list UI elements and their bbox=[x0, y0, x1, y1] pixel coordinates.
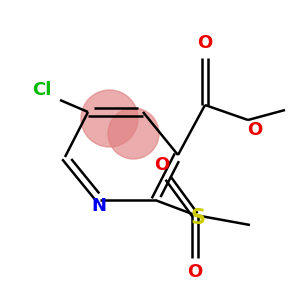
Text: O: O bbox=[188, 263, 202, 281]
Circle shape bbox=[108, 108, 159, 159]
Circle shape bbox=[81, 90, 138, 147]
Text: O: O bbox=[248, 121, 262, 139]
Text: O: O bbox=[154, 156, 169, 174]
Text: Cl: Cl bbox=[32, 81, 52, 99]
Text: N: N bbox=[91, 197, 106, 215]
Text: O: O bbox=[197, 34, 213, 52]
Text: S: S bbox=[190, 208, 206, 228]
